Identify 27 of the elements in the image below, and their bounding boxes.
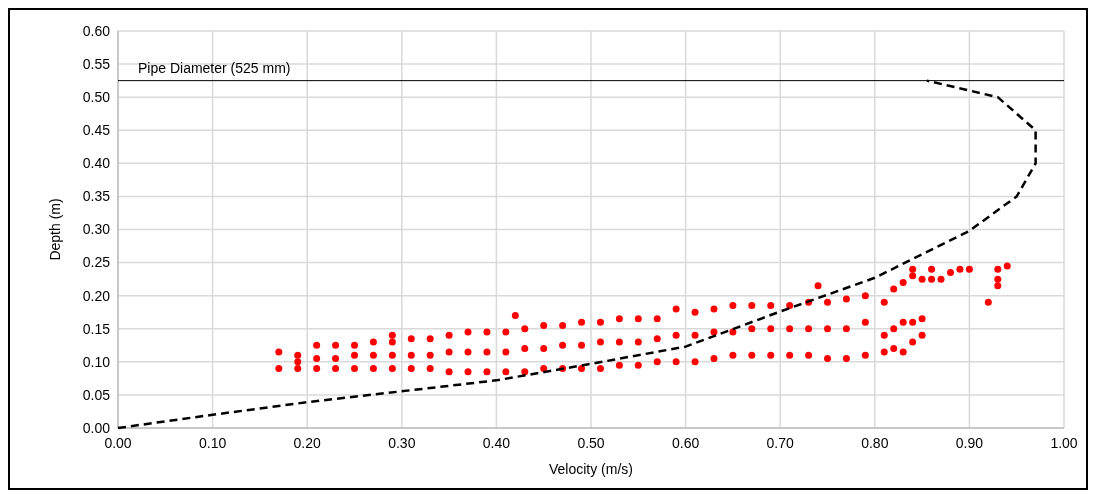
y-tick-label: 0.35 [82,188,111,205]
y-tick-label: 0.55 [82,55,111,72]
y-tick-label: 0.05 [82,386,111,403]
y-tick-label: 0.10 [82,353,111,370]
x-tick-label: 1.00 [1050,435,1078,451]
y-tick-label: 0.60 [82,22,111,39]
y-axis-title: Depth (m) [47,198,63,261]
x-tick-label: 0.60 [671,435,700,451]
x-tick-label: 0.30 [388,435,416,451]
y-tick-label: 0.20 [82,287,111,304]
x-tick-label: 0.40 [482,435,511,451]
y-tick-label: 0.45 [82,122,111,139]
x-tick-label: 0.00 [104,435,132,451]
x-axis-title: Velocity (m/s) [548,461,634,477]
x-tick-label: 0.70 [766,435,795,451]
y-tick-label: 0.25 [82,254,111,271]
y-tick-label: 0.50 [82,89,111,106]
y-tick-label: 0.40 [82,155,111,172]
ref-line-label: Pipe Diameter (525 mm) [138,59,291,76]
y-tick-label: 0.00 [82,419,111,436]
x-tick-label: 0.80 [861,435,889,451]
x-tick-label: 0.20 [293,435,322,451]
x-tick-label: 0.90 [955,435,984,451]
y-tick-label: 0.15 [82,320,111,337]
x-tick-label: 0.50 [577,435,605,451]
x-tick-label: 0.10 [198,435,227,451]
y-tick-label: 0.30 [82,221,111,238]
